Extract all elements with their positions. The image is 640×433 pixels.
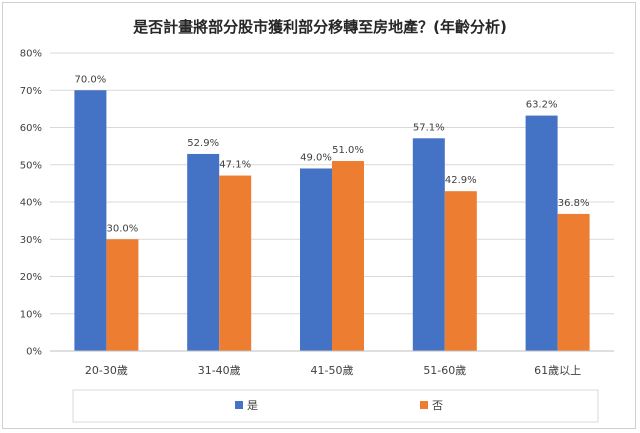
data-label: 49.0% (300, 152, 332, 163)
bar-no (219, 175, 252, 351)
y-tick-label: 50% (20, 160, 42, 171)
data-label: 42.9% (445, 175, 477, 186)
data-labels: 70.0% 30.0% 52.9%47.1% 49.0%51.0% 57.1% 42.9%… (75, 74, 590, 234)
x-tick-label: 41-50歲 (311, 363, 354, 377)
y-axis: 0% 10% 20% 30% 40% 50% 60% 70% 80% (20, 49, 42, 358)
x-axis: 20-30歲 31-40歲 41-50歲 51-60歲 61歲以上 (50, 350, 614, 377)
bars (74, 90, 590, 351)
y-tick-label: 10% (20, 309, 42, 320)
x-tick-label: 31-40歲 (198, 363, 241, 377)
bar-no (332, 161, 364, 351)
legend-label-no: 否 (432, 399, 443, 412)
chart-title: 是否計畫將部分股市獲利部分移轉至房地產？(年齡分析) (132, 18, 507, 36)
data-label: 30.0% (107, 223, 139, 234)
data-label: 52.9% (187, 138, 219, 149)
data-label: 51.0% (332, 145, 364, 156)
x-tick-label: 20-30歲 (85, 363, 128, 377)
data-label: 57.1% (413, 122, 445, 133)
bar-yes (187, 153, 220, 351)
bar-yes (525, 115, 558, 351)
data-label: 36.8% (558, 198, 590, 209)
y-tick-label: 80% (20, 49, 42, 60)
y-tick-label: 70% (20, 86, 42, 97)
data-label: 70.0% (75, 74, 107, 85)
bar-yes (412, 138, 445, 351)
bar-no (106, 239, 139, 351)
data-label: 47.1% (219, 160, 251, 171)
y-tick-label: 20% (20, 272, 42, 283)
data-label: 63.2% (526, 100, 558, 111)
bar-no (444, 191, 477, 351)
legend-swatch-yes (235, 401, 243, 409)
x-tick-label: 51-60歲 (423, 363, 466, 377)
y-tick-label: 40% (20, 198, 42, 209)
legend-swatch-no (420, 401, 428, 409)
legend: 是否 (235, 399, 443, 412)
legend-box (72, 389, 599, 423)
y-tick-label: 60% (20, 123, 42, 134)
bar-yes (74, 90, 107, 351)
y-tick-label: 0% (26, 347, 42, 358)
y-tick-label: 30% (20, 235, 42, 246)
legend-label-yes: 是 (247, 399, 258, 412)
bar-yes (300, 168, 332, 351)
bar-no (557, 213, 590, 351)
x-tick-label: 61歲以上 (534, 363, 581, 377)
